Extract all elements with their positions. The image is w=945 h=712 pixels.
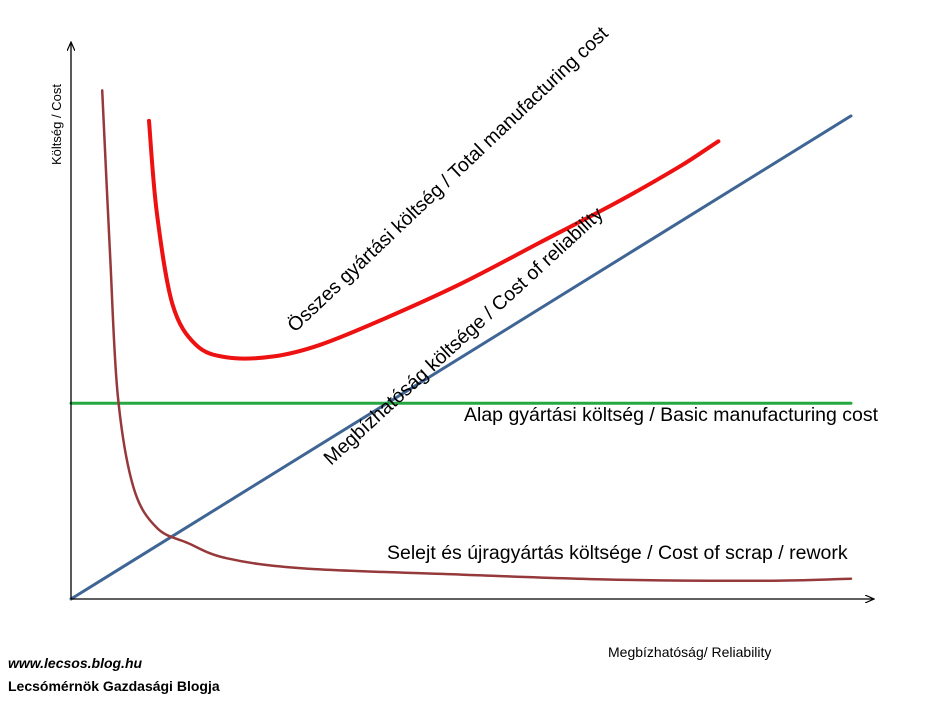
series-line-4 [100, 89, 853, 583]
watermark-url: www.lecsos.blog.hu [8, 655, 143, 671]
series-layer [69, 89, 853, 601]
x-axis-label: Megbízhatóság/ Reliability [608, 644, 771, 660]
series-label-reliability-cost: Megbízhatóság költsége / Cost of reliabi… [320, 203, 608, 470]
series-line-1 [147, 118, 721, 361]
y-axis-label: Költség / Cost [49, 84, 64, 165]
watermark-name: Lecsómérnök Gazdasági Blogja [8, 678, 220, 694]
series-label-scrap-cost: Selejt és újragyártás költsége / Cost of… [387, 542, 848, 564]
series-line-2 [69, 114, 853, 601]
series-label-basic-cost: Alap gyártási költség / Basic manufactur… [464, 404, 879, 426]
